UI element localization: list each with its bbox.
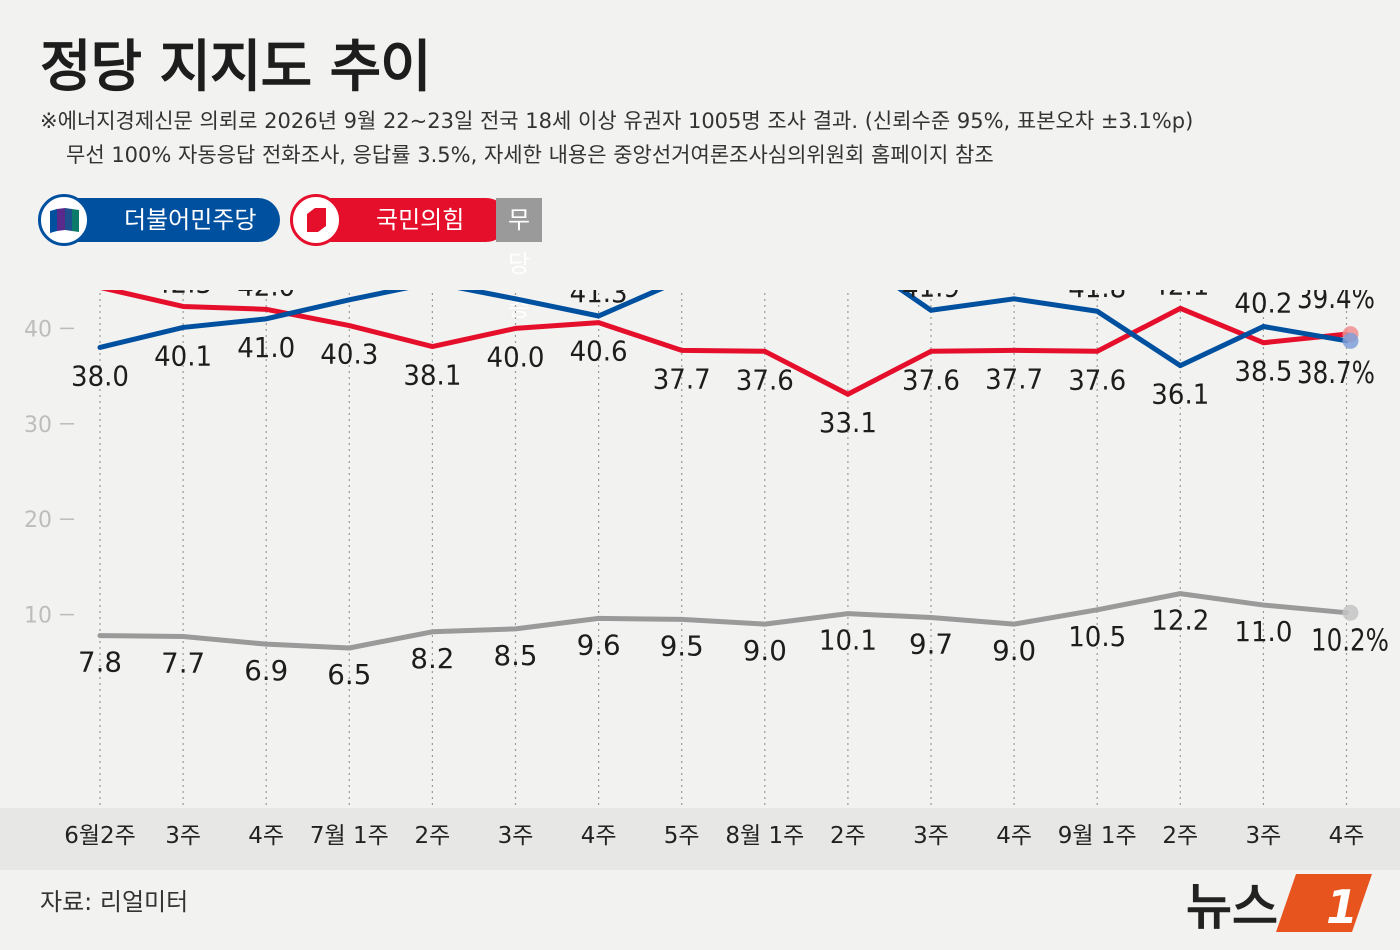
data-label-none: 12.2 bbox=[1151, 604, 1209, 637]
data-label-ppp: 38.5 bbox=[1234, 355, 1292, 388]
x-tick-label: 5주 bbox=[664, 823, 700, 849]
data-label-none: 9.0 bbox=[743, 634, 787, 667]
data-label-ppp: 37.6 bbox=[1068, 363, 1126, 396]
data-label-ppp: 42.3 bbox=[154, 290, 212, 299]
survey-note: ※에너지경제신문 의뢰로 2026년 9월 22~23일 전국 18세 이상 유… bbox=[40, 104, 1390, 172]
x-tick-label: 3주 bbox=[165, 823, 201, 849]
data-label-ppp: 33.1 bbox=[819, 406, 877, 439]
data-label-ppp: 37.6 bbox=[736, 363, 794, 396]
data-label-dem: 41.9 bbox=[902, 290, 960, 303]
x-tick-label: 2주 bbox=[830, 823, 866, 849]
data-label-none: 6.9 bbox=[244, 654, 288, 687]
x-tick-label: 2주 bbox=[1162, 823, 1198, 849]
dem-party-logo-icon bbox=[38, 194, 90, 246]
y-tick-label: 40 bbox=[24, 317, 52, 342]
data-label-dem: 38.0 bbox=[71, 359, 129, 392]
data-label-none: 9.7 bbox=[909, 627, 953, 660]
source-credit: 자료: 리얼미터 bbox=[40, 888, 189, 916]
data-label-ppp: 40.3 bbox=[320, 338, 378, 371]
data-label-none-last: 10.2% bbox=[1311, 624, 1389, 659]
x-tick-label: 8월 1주 bbox=[725, 823, 804, 849]
data-label-none: 10.1 bbox=[819, 624, 877, 657]
news1-badge-number: 1 bbox=[1326, 880, 1358, 934]
data-label-dem: 36.1 bbox=[1151, 378, 1209, 411]
end-marker-none bbox=[1342, 604, 1359, 621]
series-line-dem bbox=[97, 290, 1349, 369]
data-label-none: 8.2 bbox=[410, 642, 454, 675]
data-label-dem-last: 38.7% bbox=[1297, 356, 1375, 391]
data-label-none: 10.5 bbox=[1068, 620, 1126, 653]
data-label-none: 7.8 bbox=[78, 646, 122, 679]
y-tick-label: 10 bbox=[24, 604, 52, 629]
data-label-none: 8.5 bbox=[494, 639, 538, 672]
data-label-dem: 43.0 bbox=[320, 290, 378, 293]
news1-wordmark: 뉴스 bbox=[1186, 878, 1278, 936]
x-tick-label: 2주 bbox=[415, 823, 451, 849]
data-label-dem: 41.8 bbox=[1068, 290, 1126, 304]
data-label-none: 9.0 bbox=[992, 634, 1036, 667]
data-label-ppp: 37.7 bbox=[985, 362, 1043, 395]
data-label-ppp: 37.6 bbox=[902, 363, 960, 396]
data-label-ppp: 40.6 bbox=[570, 335, 628, 368]
data-label-none: 6.5 bbox=[327, 658, 371, 691]
data-label-dem: 41.3 bbox=[570, 290, 628, 309]
legend-label-dem: 더불어민주당 bbox=[124, 206, 257, 234]
data-label-ppp: 40.0 bbox=[487, 340, 545, 373]
news1-logo: 뉴스 1 bbox=[1186, 868, 1386, 938]
y-tick-label: 20 bbox=[24, 508, 52, 533]
data-label-none: 7.7 bbox=[161, 647, 205, 680]
ppp-party-logo-icon bbox=[290, 194, 342, 246]
legend-item-ppp: 국민의힘 bbox=[290, 194, 508, 246]
data-label-ppp-last: 39.4% bbox=[1297, 290, 1375, 316]
data-label-dem: 41.0 bbox=[237, 331, 295, 364]
data-label-ppp: 37.7 bbox=[653, 362, 711, 395]
chart-title: 정당 지지도 추이 bbox=[40, 35, 432, 100]
y-tick-label: 30 bbox=[24, 413, 52, 438]
end-marker-dem bbox=[1342, 332, 1359, 349]
x-tick-label: 4주 bbox=[248, 823, 284, 849]
data-label-dem: 43.1 bbox=[985, 290, 1043, 292]
data-label-none: 9.5 bbox=[660, 629, 704, 662]
x-tick-label: 7월 1주 bbox=[310, 823, 389, 849]
legend-item-none: 무당층 bbox=[496, 198, 543, 322]
series-line-ppp bbox=[100, 290, 1349, 397]
data-label-none: 11.0 bbox=[1234, 615, 1292, 648]
x-tick-label: 4주 bbox=[996, 823, 1032, 849]
survey-note-line2: 무선 100% 자동응답 전화조사, 응답률 3.5%, 자세한 내용은 중앙선… bbox=[66, 143, 994, 167]
data-label-dem: 40.1 bbox=[154, 339, 212, 372]
legend-item-dem: 더불어민주당 bbox=[38, 194, 280, 246]
x-tick-label: 3주 bbox=[913, 823, 949, 849]
series-line-none bbox=[97, 591, 1349, 651]
x-tick-label: 3주 bbox=[498, 823, 534, 849]
x-tick-label: 6월2주 bbox=[64, 823, 136, 849]
data-label-none: 9.6 bbox=[577, 628, 621, 661]
x-tick-label: 3주 bbox=[1246, 823, 1282, 849]
data-label-ppp: 38.1 bbox=[403, 359, 461, 392]
legend-label-ppp: 국민의힘 bbox=[376, 206, 465, 234]
data-label-dem: 40.2 bbox=[1234, 290, 1292, 319]
x-tick-label: 4주 bbox=[581, 823, 617, 849]
x-axis-band bbox=[0, 808, 1400, 870]
x-tick-label: 9월 1주 bbox=[1058, 823, 1137, 849]
data-label-ppp: 42.0 bbox=[237, 290, 295, 302]
survey-note-line1: ※에너지경제신문 의뢰로 2026년 9월 22~23일 전국 18세 이상 유… bbox=[40, 109, 1194, 133]
data-label-dem: 43.1 bbox=[487, 290, 545, 292]
data-label-ppp: 42.1 bbox=[1151, 290, 1209, 301]
x-tick-label: 4주 bbox=[1329, 823, 1365, 849]
